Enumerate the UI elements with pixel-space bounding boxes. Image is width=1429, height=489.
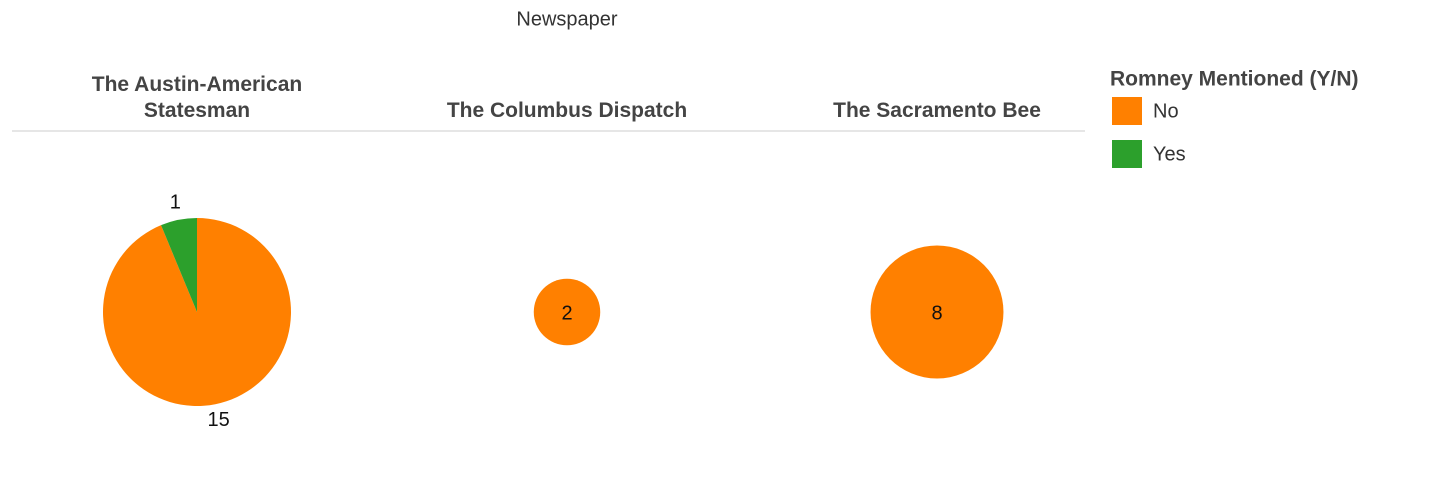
pie-slice xyxy=(103,218,292,407)
data-label: 1 xyxy=(170,191,181,213)
pie-slice xyxy=(870,245,1004,379)
legend-label: Yes xyxy=(1153,143,1186,165)
legend-label: No xyxy=(1153,100,1179,122)
legend-title: Romney Mentioned (Y/N) xyxy=(1110,68,1359,91)
legend-swatch xyxy=(1112,140,1142,168)
pie-slice xyxy=(533,278,601,346)
pie-slice xyxy=(161,218,197,312)
data-label: 15 xyxy=(208,409,230,431)
column-header: The Sacramento Bee xyxy=(833,99,1041,122)
data-label: 2 xyxy=(561,302,572,324)
chart-title: Newspaper xyxy=(516,8,618,30)
column-header: The Austin-American Statesman xyxy=(91,73,303,122)
data-label: 8 xyxy=(931,302,942,324)
legend-swatch xyxy=(1112,97,1142,125)
column-header: The Columbus Dispatch xyxy=(446,99,688,122)
